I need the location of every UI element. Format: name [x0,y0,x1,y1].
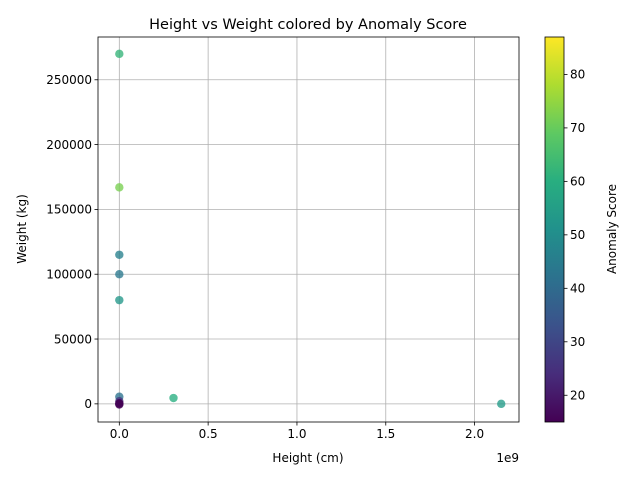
x-tick-label: 1.5 [376,427,395,441]
y-axis-ticks: 0 50000 100000 150000 200000 250000 [46,73,98,411]
y-tick-label: 0 [84,397,92,411]
colorbar-label: Anomaly Score [605,184,619,274]
colorbar-tick-label: 70 [570,121,585,135]
y-tick-label: 200000 [46,138,92,152]
data-points [115,49,506,409]
colorbar-tick-label: 40 [570,282,585,296]
colorbar-tick-label: 60 [570,175,585,189]
colorbar-ticks: 20 30 40 50 60 70 80 [564,68,585,403]
x-tick-label: 1.0 [287,427,306,441]
data-point [115,295,124,305]
colorbar-tick-label: 20 [570,389,585,403]
y-tick-label: 250000 [46,73,92,87]
x-axis-offset-label: 1e9 [496,451,519,465]
data-point [115,270,124,279]
y-tick-label: 50000 [54,332,92,346]
x-tick-label: 2.0 [465,427,484,441]
data-point [115,49,124,59]
y-tick-label: 150000 [46,203,92,217]
colorbar [544,36,565,423]
y-axis-label: Weight (kg) [15,194,29,264]
x-tick-label: 0.0 [110,427,129,441]
x-axis-ticks: 0.0 0.5 1.0 1.5 2.0 [110,422,484,441]
y-tick-label: 100000 [46,268,92,282]
chart-title: Height vs Weight colored by Anomaly Scor… [149,17,467,33]
colorbar-tick-label: 50 [570,228,585,242]
colorbar-tick-label: 80 [570,68,585,82]
colorbar-tick-label: 30 [570,335,585,349]
data-point [115,400,124,409]
x-tick-label: 0.5 [199,427,218,441]
x-axis-label: Height (cm) [272,451,343,465]
data-point [169,393,178,403]
data-point [115,250,124,259]
plot-area-frame [97,36,520,423]
data-point [115,183,124,192]
data-point [497,399,506,409]
grid-lines [98,37,519,422]
